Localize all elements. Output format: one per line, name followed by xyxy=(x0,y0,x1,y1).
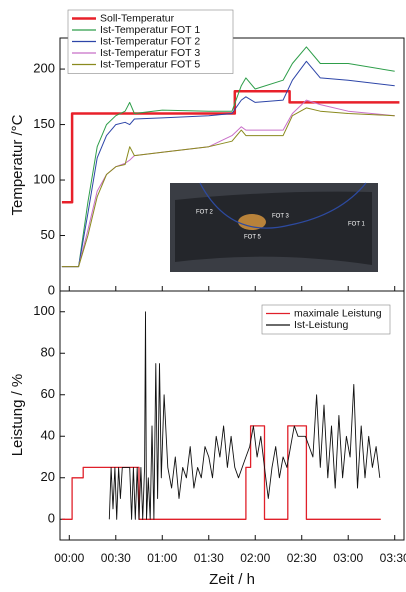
x-tick-label: 02:30 xyxy=(287,551,317,565)
photo-label: FOT 3 xyxy=(272,214,290,220)
legend-box xyxy=(261,304,391,335)
y-tick-label: 0 xyxy=(48,282,55,297)
legend-label: Ist-Temperatur FOT 5 xyxy=(100,58,200,70)
y-tick-label: 200 xyxy=(33,61,55,76)
legend-label: Ist-Temperatur FOT 3 xyxy=(100,47,200,59)
legend-label: Ist-Temperatur FOT 2 xyxy=(100,35,200,47)
x-tick-label: 03:30 xyxy=(380,551,406,565)
photo-label: FOT 2 xyxy=(196,210,214,216)
x-tick-label: 00:00 xyxy=(54,551,84,565)
series-line xyxy=(61,60,395,268)
photo-label: FOT 5 xyxy=(244,235,262,241)
y-tick-label: 150 xyxy=(33,116,55,131)
y-axis-title: Temperatur /°C xyxy=(9,114,26,215)
y-tick-label: 80 xyxy=(41,345,55,360)
photo-part xyxy=(199,182,367,229)
series-line xyxy=(61,107,395,268)
x-axis-title: Zeit / h xyxy=(209,571,255,588)
y-tick-label: 40 xyxy=(41,428,55,443)
y-tick-label: 100 xyxy=(33,171,55,186)
legend-label: maximale Leistung xyxy=(294,307,382,319)
x-tick-label: 03:00 xyxy=(333,551,363,565)
x-tick-label: 01:30 xyxy=(194,551,224,565)
y-tick-label: 100 xyxy=(33,303,55,318)
legend-label: Soll-Temperatur xyxy=(100,12,175,24)
legend-label: Ist-Leistung xyxy=(294,319,348,331)
x-tick-label: 02:00 xyxy=(240,551,270,565)
series-line xyxy=(61,425,381,520)
x-tick-label: 01:00 xyxy=(147,551,177,565)
plot-frame xyxy=(59,290,405,541)
photo-label: FOT 1 xyxy=(348,222,366,228)
series-line xyxy=(108,311,381,520)
legend-label: Ist-Temperatur FOT 1 xyxy=(100,24,200,36)
y-tick-label: 0 xyxy=(48,511,55,526)
y-tick-label: 50 xyxy=(41,227,55,242)
y-tick-label: 20 xyxy=(41,469,55,484)
y-axis-title: Leistung / % xyxy=(9,374,26,457)
y-tick-label: 60 xyxy=(41,386,55,401)
series-line xyxy=(61,46,395,268)
x-tick-label: 00:30 xyxy=(101,551,131,565)
photo-part xyxy=(238,214,266,230)
